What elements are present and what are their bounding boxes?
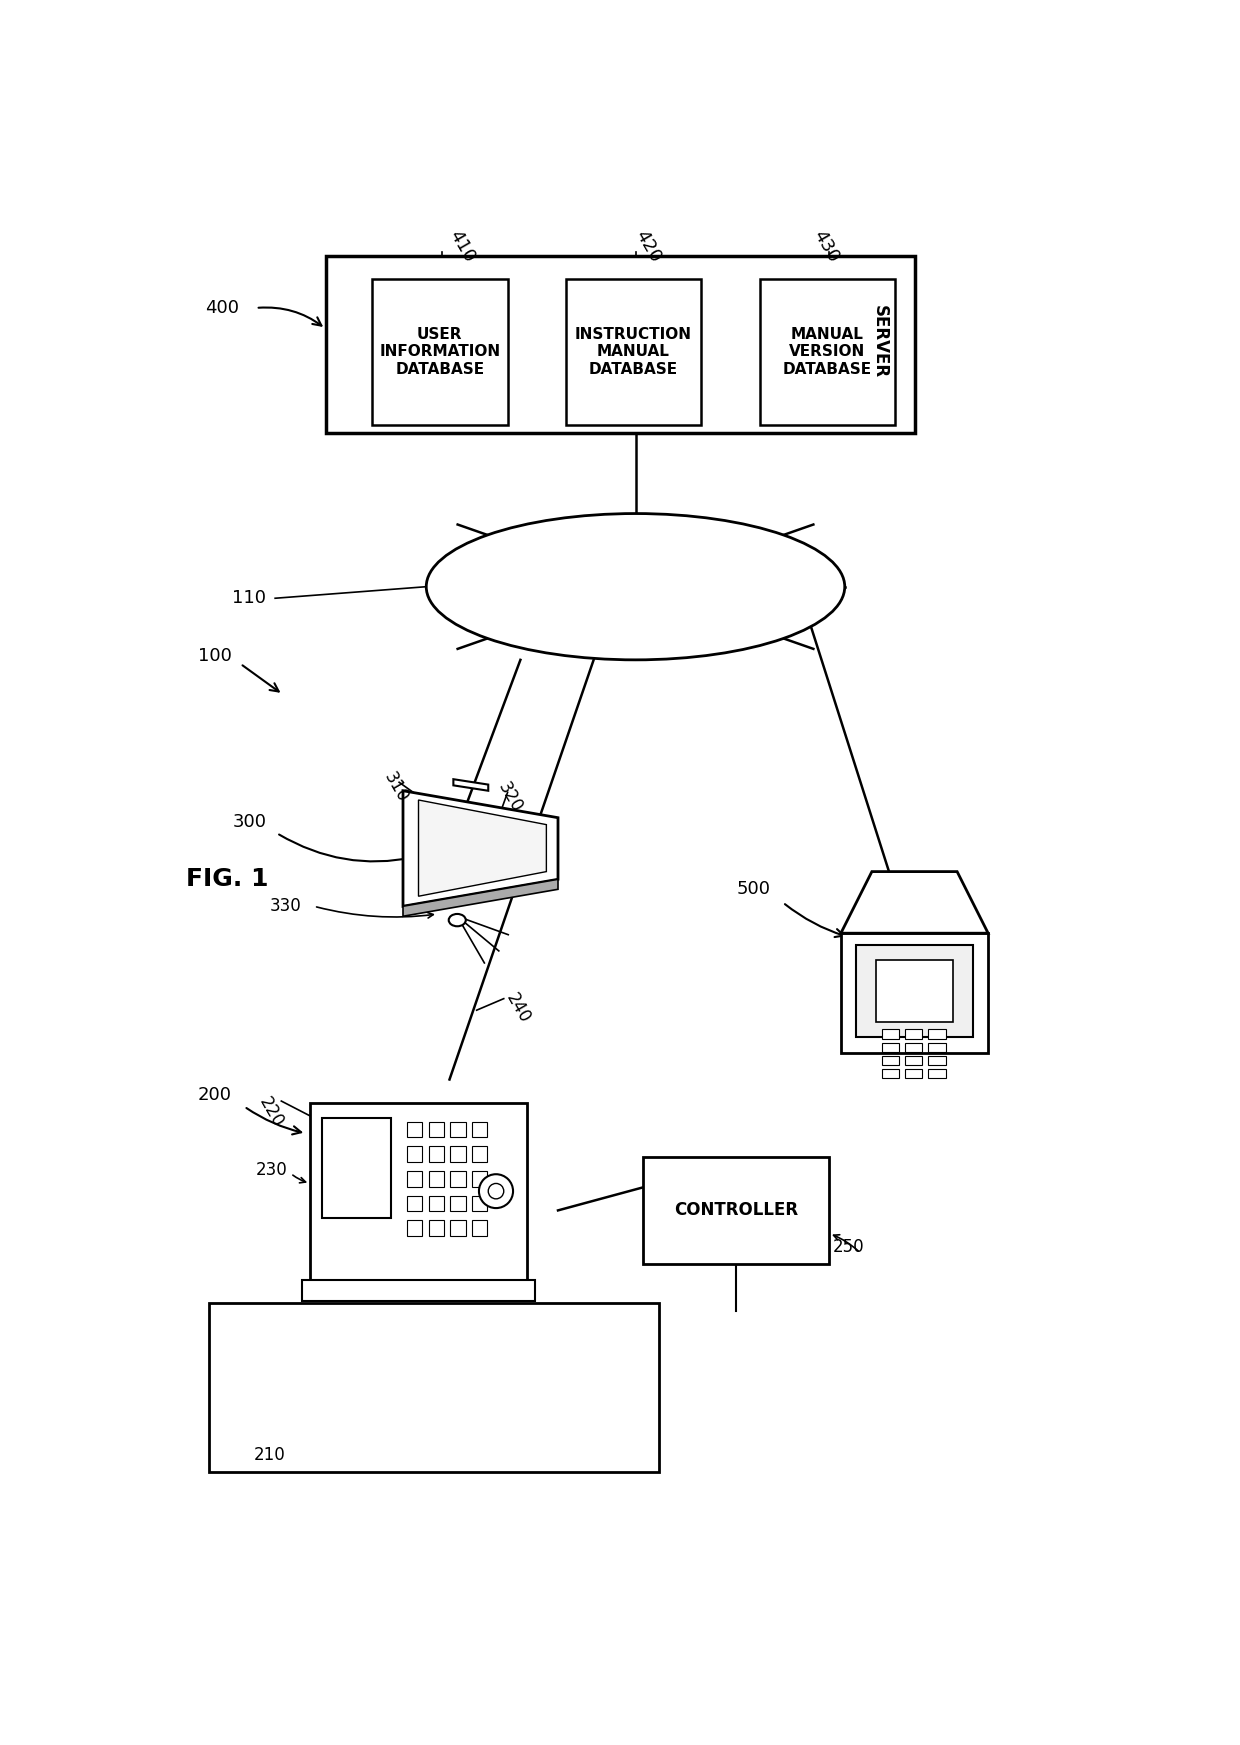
Polygon shape [403,879,558,916]
Bar [929,1068,945,1078]
Bar [841,934,988,1052]
Bar [429,1146,444,1162]
Ellipse shape [449,914,466,927]
Bar [303,1279,534,1302]
Text: 230: 230 [255,1162,288,1180]
Bar [450,1146,466,1162]
Bar [429,1220,444,1235]
Text: 220: 220 [255,1094,288,1131]
Text: INSTRUCTION
MANUAL
DATABASE: INSTRUCTION MANUAL DATABASE [575,326,692,377]
Bar [372,279,507,426]
Bar [407,1195,423,1211]
Bar [310,1103,527,1279]
Bar [882,1056,899,1064]
Bar [472,1146,487,1162]
Polygon shape [419,799,547,897]
Bar [407,1122,423,1138]
Bar [882,1068,899,1078]
Text: 410: 410 [445,227,479,265]
Bar [407,1171,423,1187]
FancyArrowPatch shape [258,307,321,326]
Text: 100: 100 [197,647,232,665]
Circle shape [489,1183,503,1199]
Text: FIG. 1: FIG. 1 [186,867,269,892]
Polygon shape [454,780,489,790]
Bar [321,1119,392,1218]
Text: 310: 310 [379,768,412,804]
Text: 420: 420 [631,227,665,265]
FancyArrowPatch shape [279,834,413,864]
Text: 400: 400 [206,298,239,318]
Bar [429,1171,444,1187]
Polygon shape [841,871,988,934]
FancyArrowPatch shape [316,907,433,918]
Text: 110: 110 [233,590,267,607]
Bar [905,1030,923,1038]
Bar [450,1195,466,1211]
Text: 200: 200 [197,1085,232,1105]
Bar [450,1220,466,1235]
Text: SERVER: SERVER [870,305,889,379]
FancyArrowPatch shape [290,1436,314,1454]
Bar [450,1122,466,1138]
FancyArrowPatch shape [247,1108,301,1134]
Bar [929,1042,945,1052]
Bar [565,279,702,426]
Bar [450,1171,466,1187]
Bar [472,1171,487,1187]
FancyArrowPatch shape [293,1174,305,1183]
Bar [472,1195,487,1211]
Text: 210: 210 [254,1447,286,1464]
Bar [857,944,972,1037]
Text: 300: 300 [233,813,267,831]
Bar [429,1195,444,1211]
FancyArrowPatch shape [243,665,279,691]
Text: MANUAL
VERSION
DATABASE: MANUAL VERSION DATABASE [782,326,872,377]
Bar [759,279,895,426]
Bar [644,1157,830,1265]
Bar [429,1122,444,1138]
Bar [929,1030,945,1038]
Bar [882,1042,899,1052]
Text: CONTROLLER: CONTROLLER [675,1201,799,1220]
FancyArrowPatch shape [785,904,843,937]
Text: 330: 330 [270,897,301,914]
Bar [875,960,954,1023]
Text: 250: 250 [833,1239,864,1256]
Bar [210,1304,658,1473]
Bar [407,1146,423,1162]
Bar [882,1030,899,1038]
Text: 240: 240 [502,989,533,1026]
Text: USER
INFORMATION
DATABASE: USER INFORMATION DATABASE [379,326,501,377]
Bar [407,1220,423,1235]
Text: 430: 430 [810,227,843,265]
Polygon shape [403,790,558,906]
Bar [325,255,915,433]
Bar [905,1042,923,1052]
Bar [905,1068,923,1078]
FancyArrowPatch shape [833,1235,858,1251]
Circle shape [479,1174,513,1208]
Bar [472,1220,487,1235]
Text: 320: 320 [495,780,526,817]
Bar [929,1056,945,1064]
Ellipse shape [427,513,844,660]
Bar [472,1122,487,1138]
Text: 500: 500 [737,879,770,897]
Bar [905,1056,923,1064]
